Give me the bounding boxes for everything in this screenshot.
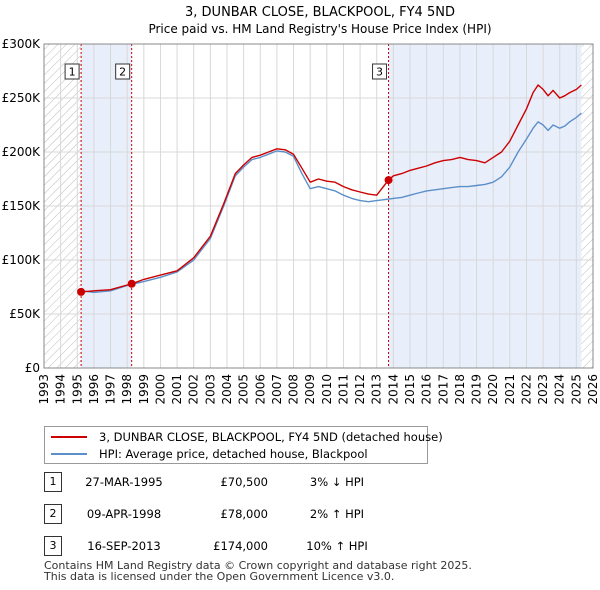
x-tick-label: 1996: [87, 374, 101, 405]
x-tick-label: 1999: [137, 374, 151, 405]
transaction-date: 27-MAR-1995: [85, 475, 163, 489]
x-tick-label: 2012: [353, 374, 367, 405]
x-tick-label: 2000: [153, 374, 167, 405]
x-tick-label: 1997: [104, 374, 118, 405]
x-tick-label: 2015: [403, 374, 417, 405]
x-tick-label: 2006: [253, 374, 267, 405]
chart-subtitle: Price paid vs. HM Land Registry's House …: [148, 22, 491, 36]
x-tick-label: 2010: [320, 374, 334, 405]
hpi-line: [77, 112, 582, 294]
x-tick-label: 2022: [519, 374, 533, 405]
transaction-price: £70,500: [220, 475, 268, 489]
y-tick-label: £50K: [9, 307, 41, 321]
x-tick-label: 2018: [453, 374, 467, 405]
x-tick-label: 2008: [287, 374, 301, 405]
transaction-number: 2: [44, 504, 62, 524]
table-row: 1 27-MAR-1995 £70,500 3% ↓ HPI: [44, 472, 464, 492]
x-tick-label: 1993: [37, 374, 51, 405]
transaction-label: 2: [119, 66, 126, 79]
footer: Contains HM Land Registry data © Crown c…: [44, 560, 472, 582]
transaction-label-box: [115, 63, 131, 80]
transaction-price: £174,000: [213, 539, 268, 553]
x-tick-label: 2021: [503, 374, 517, 405]
x-tick-label: 2016: [420, 374, 434, 405]
y-tick-label: £0: [25, 361, 40, 375]
y-tick-label: £300K: [2, 37, 42, 51]
x-tick-label: 2004: [220, 374, 234, 405]
transaction-point: [77, 287, 86, 296]
property-price-line: [81, 84, 582, 293]
y-tick-label: £250K: [2, 91, 42, 105]
x-tick-label: 2009: [303, 374, 317, 405]
x-tick-label: 2019: [470, 374, 484, 405]
x-tick-label: 2024: [553, 374, 567, 405]
legend-item-hpi: HPI: Average price, detached house, Blac…: [45, 446, 425, 462]
plot-border: [43, 43, 594, 369]
legend-swatch-hpi: [51, 453, 87, 455]
transaction-hpi-diff: 10% ↑ HPI: [306, 539, 368, 553]
y-tick-label: £200K: [2, 145, 42, 159]
transaction-label-box: [372, 63, 388, 80]
transaction-date: 16-SEP-2013: [87, 539, 161, 553]
x-tick-label: 2005: [237, 374, 251, 405]
transaction-number: 1: [44, 472, 62, 492]
transaction-number: 3: [44, 536, 62, 556]
y-tick-label: £100K: [2, 253, 42, 267]
legend-item-property: 3, DUNBAR CLOSE, BLACKPOOL, FY4 5ND (det…: [45, 429, 443, 445]
legend-label-property: 3, DUNBAR CLOSE, BLACKPOOL, FY4 5ND (det…: [99, 430, 443, 444]
transaction-hpi-diff: 2% ↑ HPI: [309, 507, 365, 521]
x-tick-label: 1998: [120, 374, 134, 405]
x-tick-label: 2014: [386, 374, 400, 405]
transaction-label: 3: [376, 66, 383, 79]
transaction-label-box: [64, 63, 80, 80]
x-tick-label: 2007: [270, 374, 284, 405]
x-tick-label: 2002: [187, 374, 201, 405]
price-chart: 3, DUNBAR CLOSE, BLACKPOOL, FY4 5ND Pric…: [2, 5, 600, 405]
x-tick-label: 2025: [569, 374, 583, 405]
x-tick-label: 2026: [586, 374, 600, 405]
transaction-point: [384, 176, 393, 185]
footer-licence: This data is licensed under the Open Gov…: [44, 570, 395, 583]
x-tick-label: 2003: [203, 374, 217, 405]
table-row: 3 16-SEP-2013 £174,000 10% ↑ HPI: [44, 536, 464, 556]
legend-label-hpi: HPI: Average price, detached house, Blac…: [99, 447, 368, 461]
table-row: 2 09-APR-1998 £78,000 2% ↑ HPI: [44, 504, 464, 524]
x-tick-label: 2011: [336, 374, 350, 405]
y-tick-label: £150K: [2, 199, 42, 213]
transaction-date: 09-APR-1998: [86, 507, 162, 521]
x-tick-label: 1994: [54, 374, 68, 405]
transaction-point: [127, 279, 136, 288]
x-tick-label: 1995: [70, 374, 84, 405]
chart-title: 3, DUNBAR CLOSE, BLACKPOOL, FY4 5ND: [185, 5, 455, 20]
x-tick-label: 2013: [370, 374, 384, 405]
x-tick-label: 2001: [170, 374, 184, 405]
x-tick-label: 2020: [486, 374, 500, 405]
transaction-hpi-diff: 3% ↓ HPI: [309, 475, 365, 489]
x-tick-label: 2023: [536, 374, 550, 405]
legend: 3, DUNBAR CLOSE, BLACKPOOL, FY4 5ND (det…: [44, 426, 443, 464]
transaction-price: £78,000: [220, 507, 268, 521]
transaction-label: 1: [69, 66, 76, 79]
legend-swatch-property: [51, 436, 87, 438]
footer-copyright: Contains HM Land Registry data © Crown c…: [44, 559, 472, 572]
x-tick-label: 2017: [436, 374, 450, 405]
